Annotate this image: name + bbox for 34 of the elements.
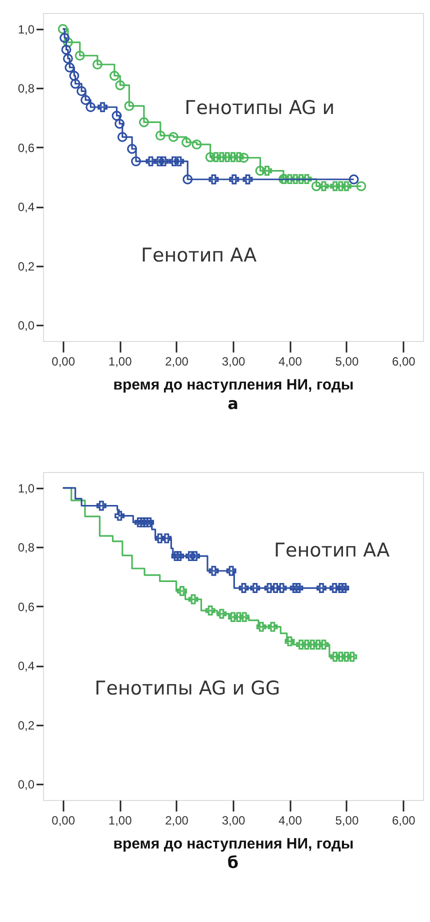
y-tick-label: 0,8: [18, 540, 35, 555]
y-tick-label: 0,6: [18, 140, 35, 155]
x-tick-label: 5,00: [335, 354, 359, 368]
y-tick-label: 1,0: [18, 481, 35, 496]
x-axis-title: время до наступления НИ, годы: [113, 376, 354, 394]
x-tick-label: 1,00: [108, 354, 132, 368]
y-tick-label: 0,8: [18, 82, 35, 96]
x-tick-label: 1,00: [108, 814, 132, 828]
x-tick-label: 4,00: [278, 354, 302, 368]
text: а: [228, 394, 238, 413]
annotation: Генотип AA: [140, 244, 257, 267]
text: б: [227, 853, 239, 872]
x-tick-label: 3,00: [222, 354, 246, 368]
x-tick-label: 2,00: [165, 354, 189, 368]
x-tick-label: 5,00: [335, 814, 359, 828]
x-axis-title: время до наступления НИ, годы: [113, 836, 354, 852]
x-tick-label: 6,00: [392, 814, 416, 828]
annotation: Генотип AA: [274, 540, 390, 562]
y-tick-label: 0,6: [18, 600, 35, 614]
x-tick-label: 6,00: [392, 354, 416, 368]
y-tick-label: 0,2: [18, 259, 35, 274]
x-tick-label: 0,00: [52, 814, 76, 828]
x-tick-label: 2,00: [165, 814, 189, 828]
x-tick-label: 4,00: [278, 814, 302, 828]
annotation: Генотипы AG и GG: [94, 677, 280, 700]
y-tick-label: 0,4: [18, 659, 35, 674]
y-tick-label: 0,2: [18, 718, 35, 732]
y-tick-label: 0,0: [18, 778, 35, 792]
x-tick-label: 3,00: [222, 814, 246, 828]
y-tick-label: 0,0: [18, 318, 35, 333]
annotation: Генотипы AG и: [184, 97, 335, 120]
x-tick-label: 0,00: [52, 354, 76, 368]
y-tick-label: 1,0: [18, 22, 35, 36]
y-tick-label: 0,4: [18, 200, 35, 214]
